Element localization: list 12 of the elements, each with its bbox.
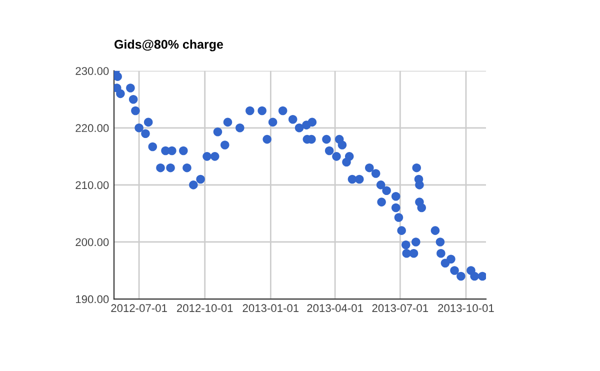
chart-title: Gids@80% charge: [114, 40, 224, 52]
y-tick-label: 200.00: [76, 238, 109, 246]
x-tick-label: 2013-10-01: [438, 304, 494, 312]
x-tick-label: 2013-04-01: [307, 304, 363, 312]
x-tick-label: 2012-10-01: [177, 304, 233, 312]
x-tick-label: 2012-07-01: [111, 304, 167, 312]
x-tick-label: 2013-01-01: [242, 304, 299, 312]
y-tick-label: 230.00: [76, 67, 109, 75]
y-tick-label: 210.00: [76, 181, 109, 190]
x-tick-label: 2013-07-01: [372, 304, 428, 312]
y-tick-label: 190.00: [76, 295, 109, 304]
y-tick-label: 220.00: [76, 124, 109, 132]
